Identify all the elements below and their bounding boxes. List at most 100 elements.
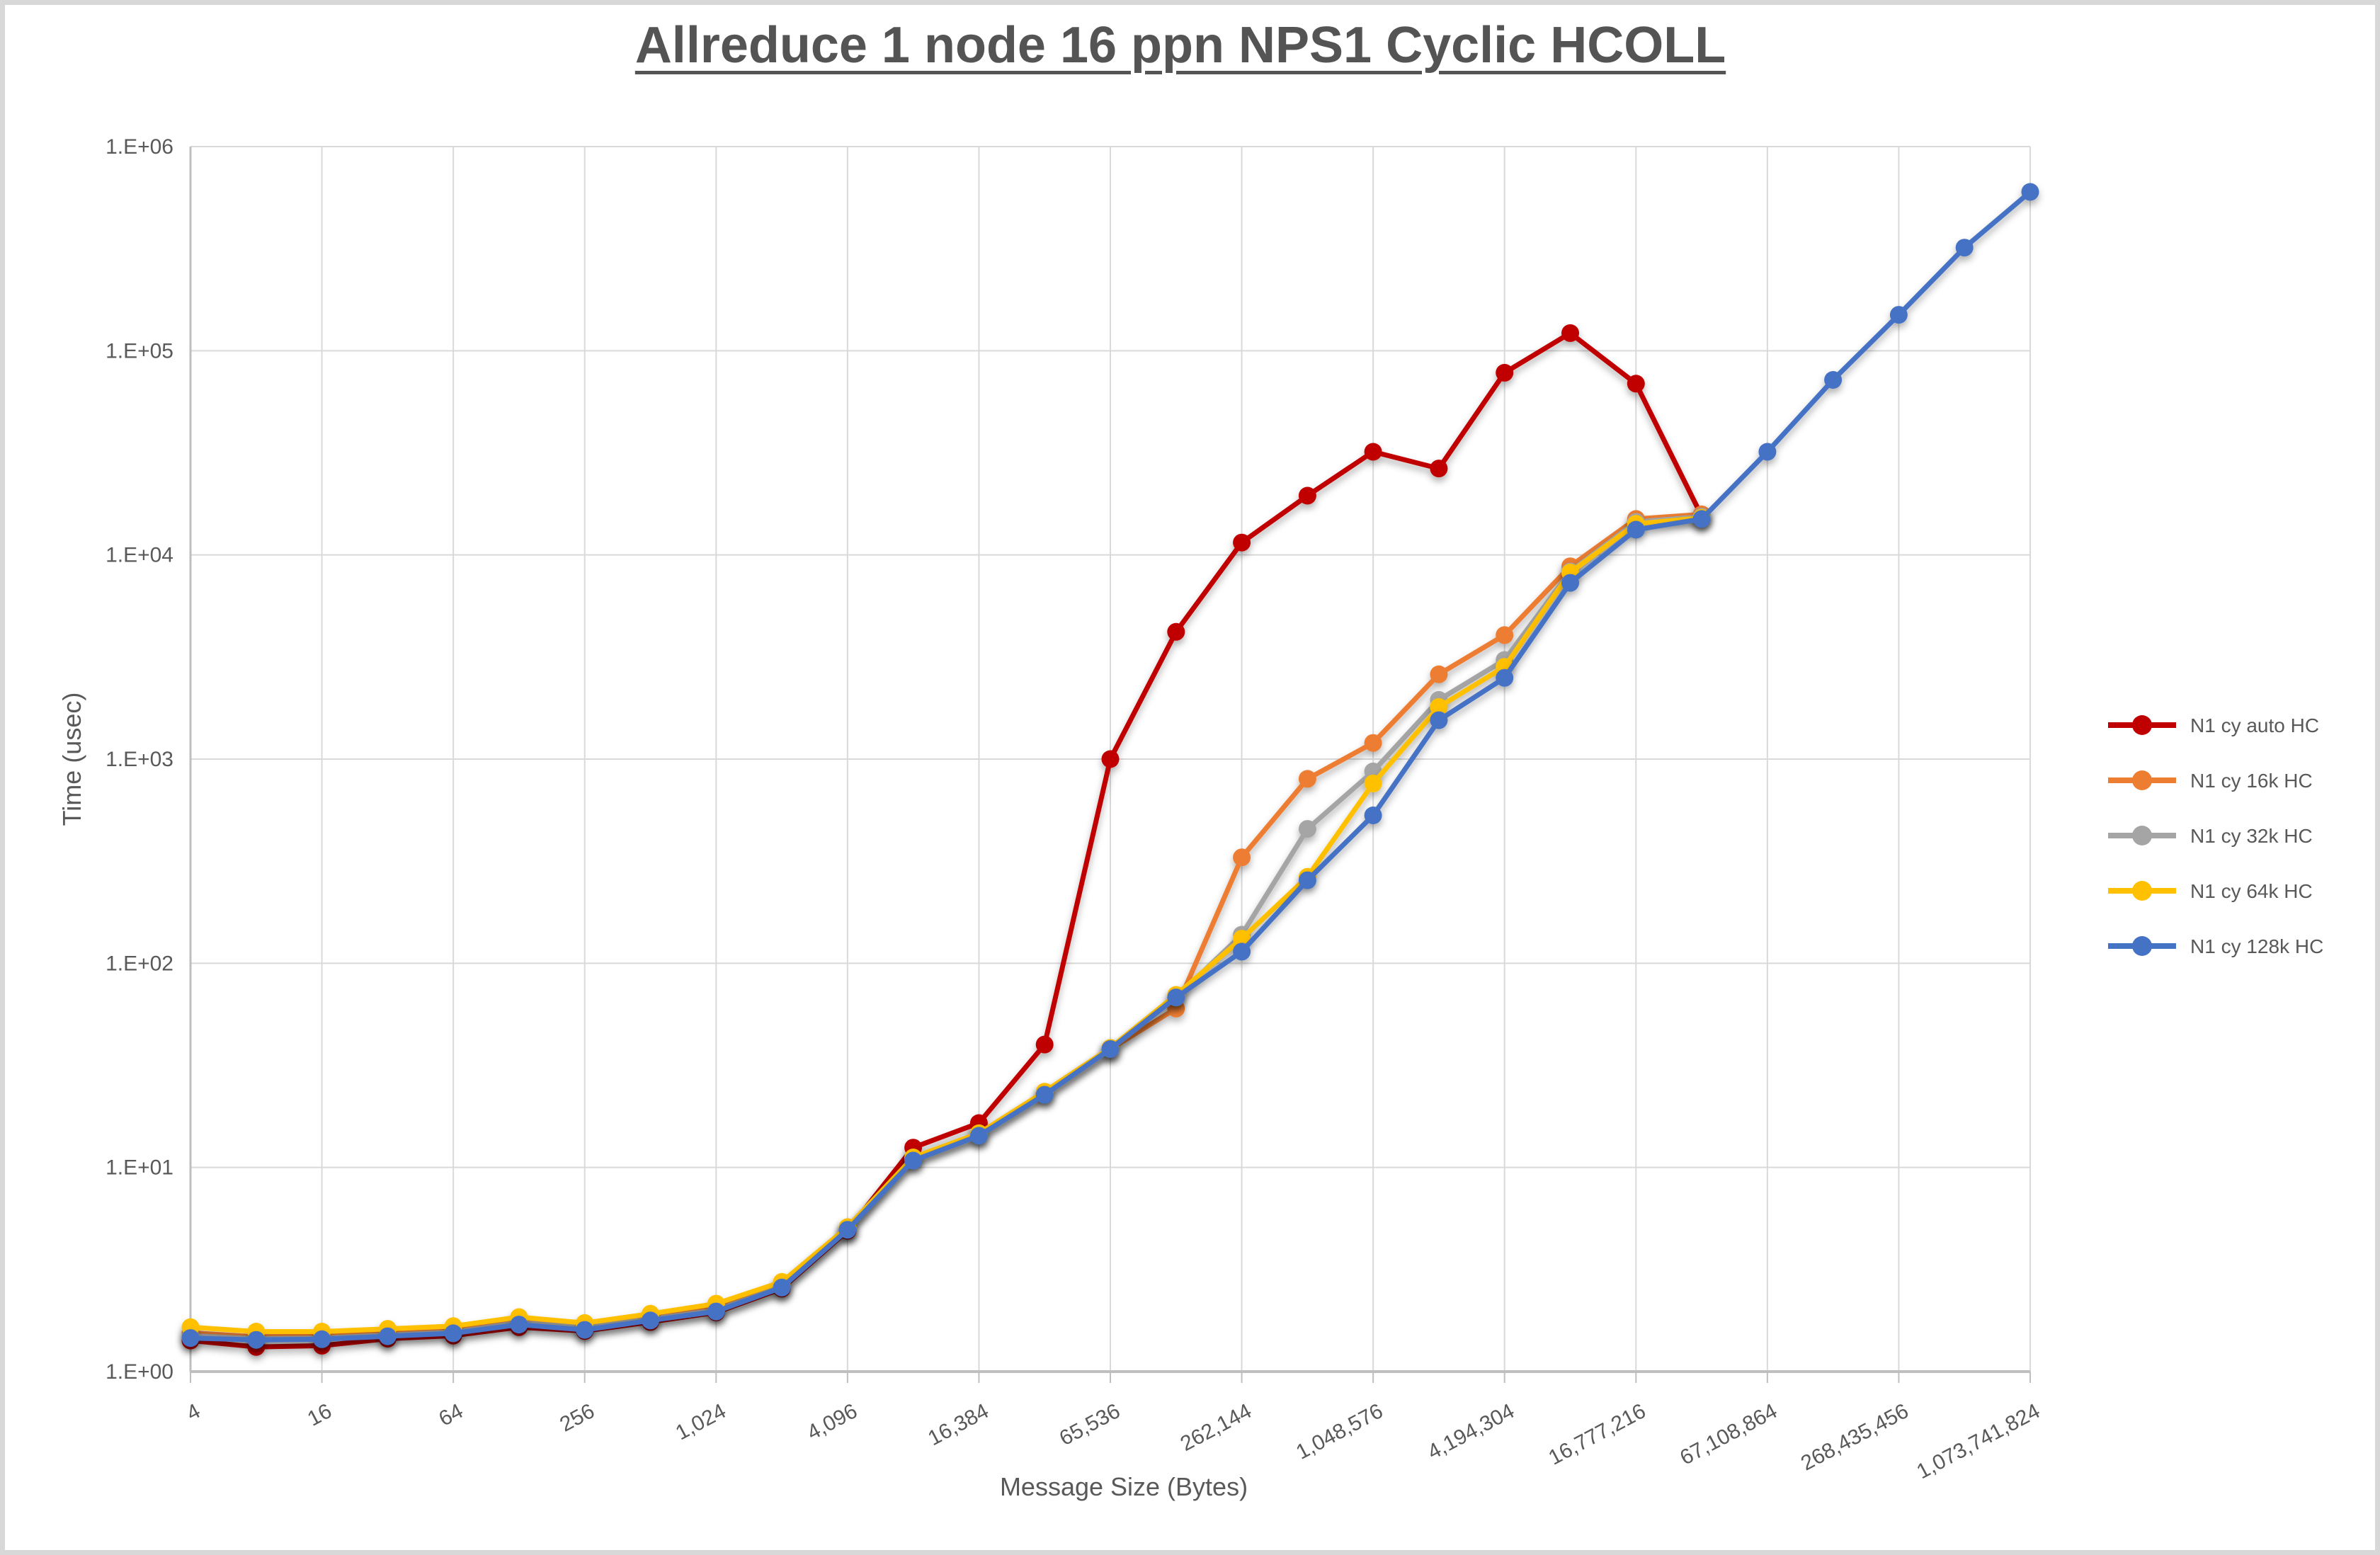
data-point-marker <box>1430 460 1448 478</box>
legend-label: N1 cy 128k HC <box>2190 935 2323 957</box>
data-point-marker <box>1364 774 1382 792</box>
data-point-marker <box>1955 239 1974 257</box>
x-tick-label: 16 <box>304 1399 336 1431</box>
series-line-n1-cy-auto-hc <box>188 330 1704 1350</box>
x-tick-label: 4,096 <box>803 1399 861 1445</box>
x-tick-label: 256 <box>556 1399 598 1437</box>
data-point-marker <box>1298 820 1316 838</box>
data-point-marker <box>510 1316 528 1334</box>
data-point-marker <box>1561 574 1579 592</box>
data-point-marker <box>1101 1040 1120 1058</box>
tick-labels: 1.E+00 1.E+01 1.E+02 1.E+03 1.E+04 1.E+05 1.E+… <box>106 135 2044 1483</box>
data-point-marker <box>1364 807 1382 824</box>
x-tick-label: 262,144 <box>1177 1399 1256 1456</box>
data-point-marker <box>1167 622 1185 641</box>
legend-label: N1 cy 64k HC <box>2190 880 2313 902</box>
data-point-marker <box>1233 942 1251 961</box>
series-n1-cy-64k-hc <box>181 508 1711 1340</box>
y-tick-label: 1.E+02 <box>106 952 173 975</box>
data-point-marker <box>773 1278 791 1297</box>
data-point-marker <box>1364 443 1382 461</box>
legend-item-n1-cy-16k-hc: N1 cy 16k HC <box>2108 770 2313 792</box>
data-point-marker <box>1496 363 1514 382</box>
legend-label: N1 cy auto HC <box>2190 714 2319 736</box>
y-tick-label: 1.E+00 <box>106 1360 173 1384</box>
series-line-n1-cy-32k-hc <box>188 514 1704 1341</box>
data-series <box>181 183 2039 1356</box>
data-point-marker <box>1035 1086 1054 1104</box>
y-tick-label: 1.E+05 <box>106 339 173 363</box>
line-chart: 1.E+00 1.E+01 1.E+02 1.E+03 1.E+04 1.E+05 1.E+… <box>106 135 2323 1483</box>
x-tick-label: 16,384 <box>924 1399 993 1450</box>
legend-item-n1-cy-32k-hc: N1 cy 32k HC <box>2108 825 2313 847</box>
series-n1-cy-auto-hc <box>181 324 1711 1356</box>
legend-marker-dot <box>2132 715 2152 735</box>
data-point-marker <box>444 1324 462 1343</box>
axes <box>189 147 2031 1383</box>
data-point-marker <box>1233 848 1251 867</box>
data-point-marker <box>181 1329 200 1348</box>
data-point-marker <box>378 1327 397 1345</box>
legend-label: N1 cy 16k HC <box>2190 770 2313 792</box>
data-point-marker <box>1233 930 1251 948</box>
legend-item-n1-cy-128k-hc: N1 cy 128k HC <box>2108 935 2323 957</box>
data-point-marker <box>1167 989 1185 1007</box>
data-point-marker <box>1298 770 1316 788</box>
y-tick-label: 1.E+04 <box>106 544 173 567</box>
data-point-marker <box>2021 183 2039 201</box>
data-point-marker <box>1101 750 1120 768</box>
series-n1-cy-128k-hc <box>181 183 2039 1349</box>
data-point-marker <box>1561 324 1579 342</box>
series-line-n1-cy-64k-hc <box>188 515 1704 1334</box>
chart-title: Allreduce 1 node 16 ppn NPS1 Cyclic HCOL… <box>634 17 1726 74</box>
data-point-marker <box>642 1311 659 1330</box>
data-point-marker <box>1430 697 1448 716</box>
data-point-marker <box>1430 665 1448 683</box>
data-point-marker <box>1035 1035 1054 1054</box>
x-tick-label: 4 <box>183 1399 204 1425</box>
data-point-marker <box>1627 375 1645 393</box>
x-tick-label: 1,073,741,824 <box>1913 1399 2044 1483</box>
data-point-marker <box>904 1151 923 1170</box>
data-point-marker <box>838 1221 857 1239</box>
series-n1-cy-16k-hc <box>181 505 1711 1346</box>
data-point-marker <box>969 1127 988 1145</box>
data-point-marker <box>247 1331 266 1349</box>
series-n1-cy-32k-hc <box>181 508 1711 1348</box>
x-tick-label: 16,777,216 <box>1545 1399 1650 1470</box>
data-point-marker <box>707 1302 725 1321</box>
x-tick-label: 4,194,304 <box>1424 1399 1518 1464</box>
legend-marker-dot <box>2132 770 2152 790</box>
series-line-n1-cy-16k-hc <box>188 511 1704 1340</box>
data-point-marker <box>576 1321 594 1339</box>
data-point-marker <box>1496 626 1514 644</box>
x-axis-title: Message Size (Bytes) <box>999 1472 1248 1501</box>
data-point-marker <box>1758 443 1777 461</box>
data-point-marker <box>1627 520 1645 539</box>
data-point-marker <box>1298 871 1316 889</box>
legend-item-n1-cy-auto-hc: N1 cy auto HC <box>2108 714 2319 736</box>
legend-marker-dot <box>2132 826 2152 845</box>
data-point-marker <box>1298 486 1316 505</box>
x-tick-label: 1,048,576 <box>1292 1399 1387 1464</box>
data-point-marker <box>1233 533 1251 552</box>
x-tick-label: 268,435,456 <box>1797 1399 1913 1475</box>
legend: N1 cy auto HC N1 cy 16k HC N1 cy 32k HC N1 … <box>2108 714 2323 957</box>
y-tick-label: 1.E+03 <box>106 748 173 771</box>
legend-marker-dot <box>2132 936 2152 956</box>
data-point-marker <box>1824 371 1843 389</box>
data-point-marker <box>1496 668 1514 687</box>
data-point-marker <box>1692 510 1711 528</box>
data-point-marker <box>1430 711 1448 729</box>
legend-marker-dot <box>2132 881 2152 901</box>
y-axis-title: Time (usec) <box>57 692 86 826</box>
y-tick-label: 1.E+01 <box>106 1156 173 1180</box>
data-point-marker <box>313 1330 331 1348</box>
x-tick-label: 65,536 <box>1056 1399 1124 1450</box>
data-point-marker <box>1889 306 1908 324</box>
x-tick-label: 64 <box>435 1399 467 1431</box>
legend-item-n1-cy-64k-hc: N1 cy 64k HC <box>2108 880 2313 902</box>
legend-label: N1 cy 32k HC <box>2190 825 2313 847</box>
x-tick-label: 67,108,864 <box>1676 1399 1781 1470</box>
